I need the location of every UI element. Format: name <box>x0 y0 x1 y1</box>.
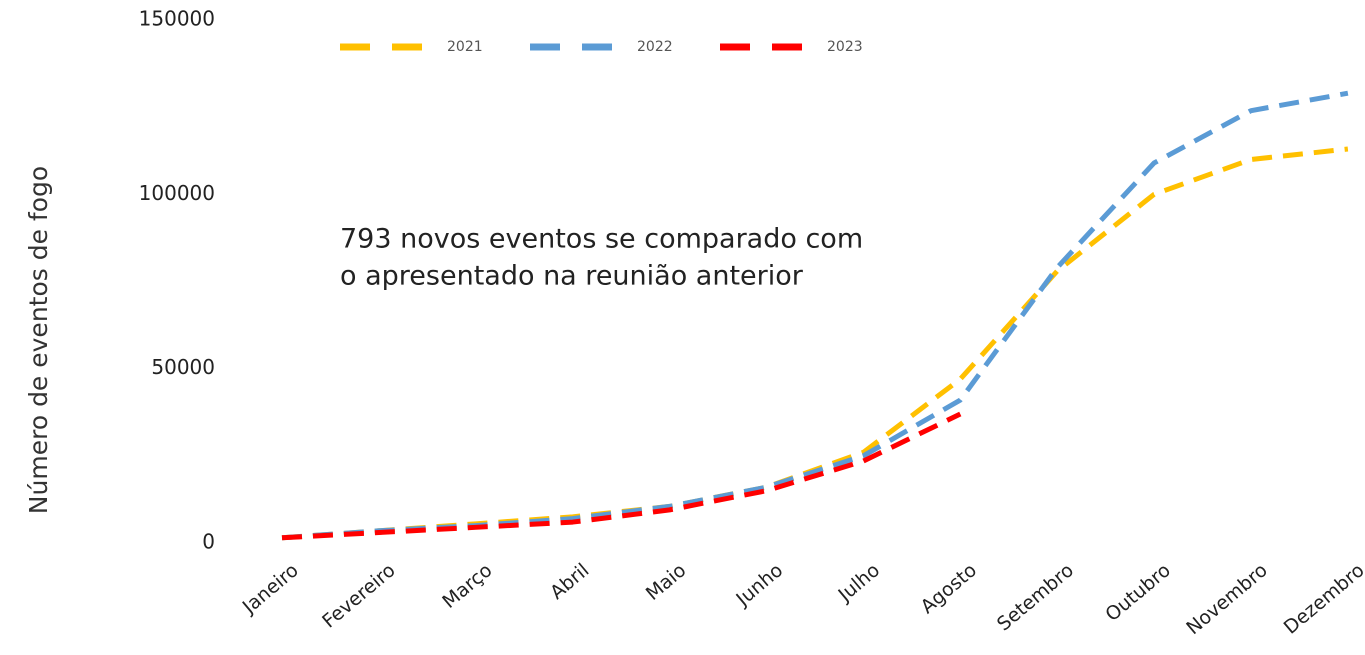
series-line <box>281 146 1349 541</box>
x-tick-label: Abril <box>546 559 593 604</box>
x-tick-label: Junho <box>731 559 787 611</box>
x-tick-label: Maio <box>642 559 691 605</box>
x-tick-label: Janeiro <box>238 559 303 618</box>
x-tick-label: Agosto <box>917 559 981 618</box>
y-axis-label: Número de eventos de fogo <box>24 166 53 514</box>
legend-label: 2021 <box>447 39 483 55</box>
x-tick-label: Julho <box>834 559 885 606</box>
x-tick-label: Dezembro <box>1280 559 1365 639</box>
x-tick-label: Outubro <box>1101 559 1175 626</box>
y-tick-label: 150000 <box>139 7 215 31</box>
x-tick-label: Março <box>438 559 496 613</box>
series-line <box>281 411 962 541</box>
x-tick-label: Setembro <box>993 559 1078 635</box>
y-tick-label: 50000 <box>151 355 215 379</box>
y-tick-label: 100000 <box>139 181 215 205</box>
y-tick-label: 0 <box>202 530 215 554</box>
annotation: 793 novos eventos se comparado com <box>340 224 863 255</box>
legend-label: 2022 <box>637 39 673 55</box>
legend-label: 2023 <box>827 39 863 55</box>
series-line <box>281 90 1349 541</box>
x-tick-label: Fevereiro <box>318 559 399 632</box>
x-tick-label: Novembro <box>1182 559 1271 639</box>
annotation: o apresentado na reunião anterior <box>340 261 804 292</box>
